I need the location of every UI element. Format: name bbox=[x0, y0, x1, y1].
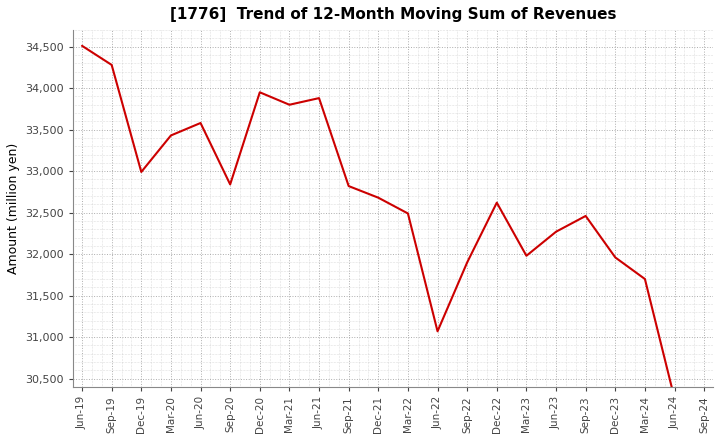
Title: [1776]  Trend of 12-Month Moving Sum of Revenues: [1776] Trend of 12-Month Moving Sum of R… bbox=[170, 7, 616, 22]
Y-axis label: Amount (million yen): Amount (million yen) bbox=[7, 143, 20, 274]
